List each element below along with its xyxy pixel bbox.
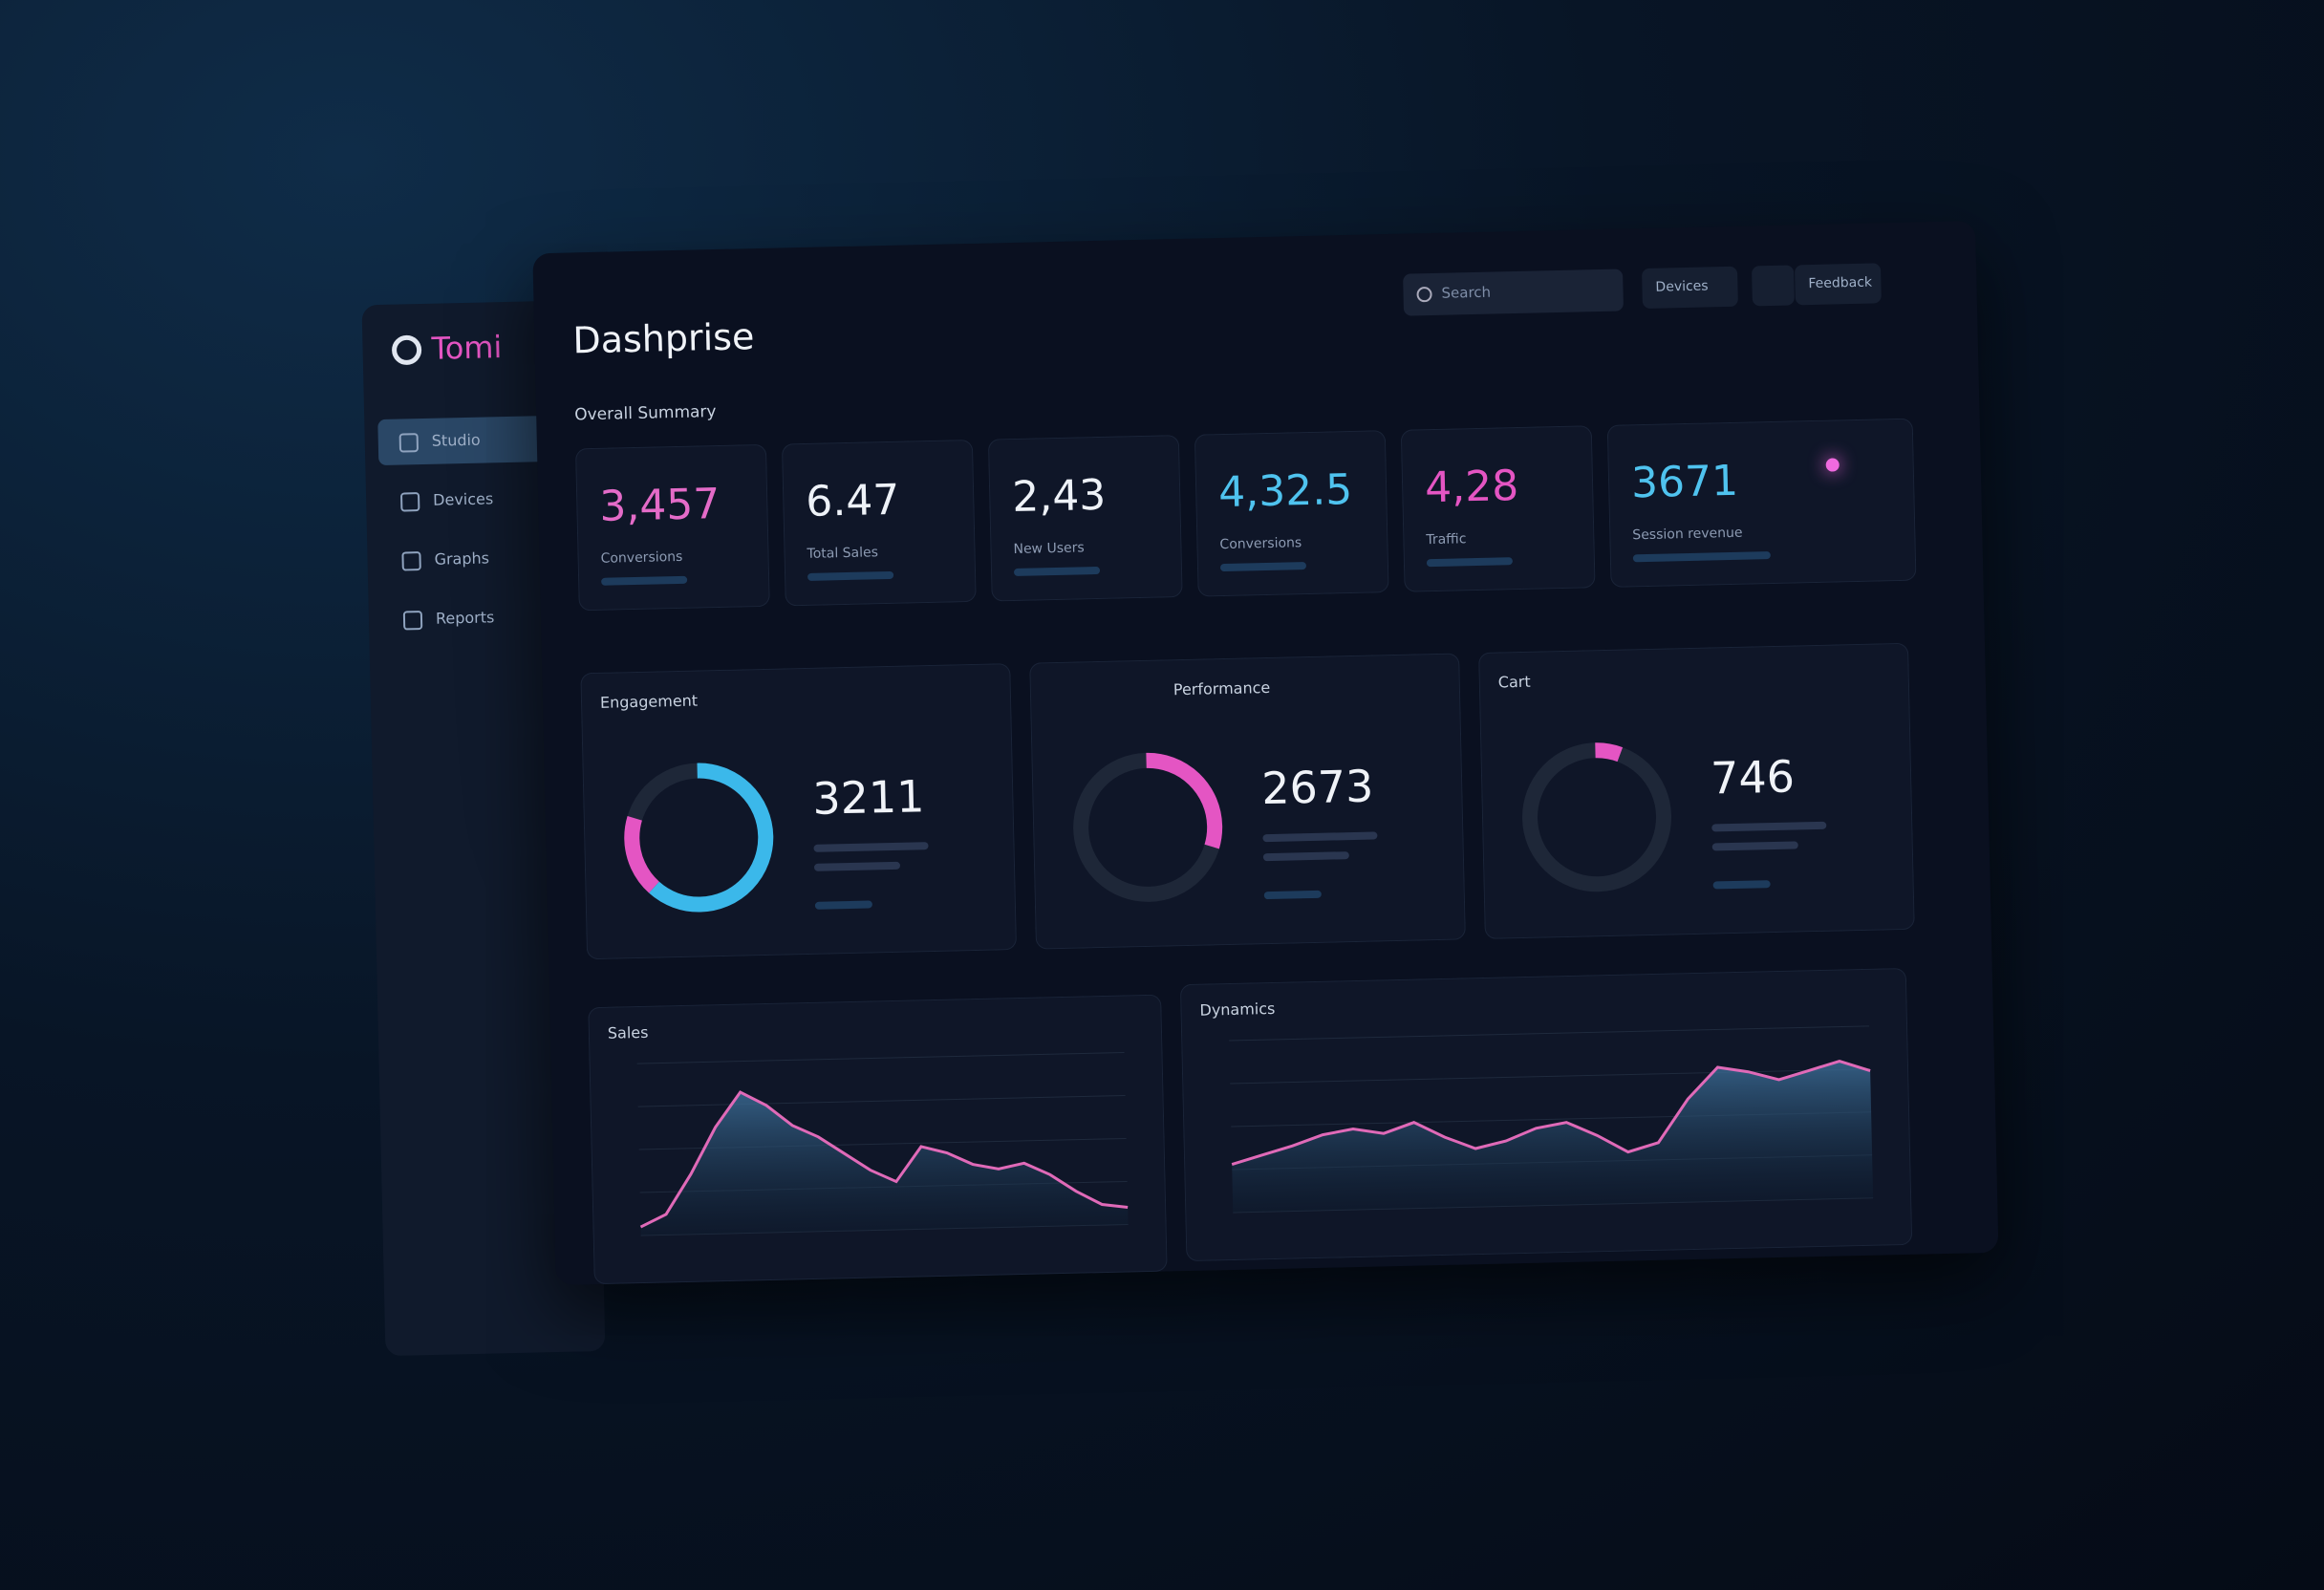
area <box>640 1092 1129 1236</box>
nav-item[interactable]: Studio <box>377 416 548 466</box>
kpi-value: 2,43 <box>1011 470 1107 523</box>
kpi-label: Total Sales <box>807 545 879 562</box>
grid-line <box>636 1052 1125 1064</box>
panel-caption <box>813 842 929 852</box>
panel-link <box>1263 890 1322 900</box>
dashboard: Tomi Studio Devices Graphs Reports Dashprise… <box>360 221 2009 1357</box>
page-title: Dashprise <box>571 315 755 362</box>
sidebar: Tomi Studio Devices Graphs Reports <box>361 300 606 1357</box>
gauge-segment <box>624 763 774 913</box>
panel-title: Cart <box>1497 672 1531 692</box>
kpi-caption <box>1013 566 1101 577</box>
chart <box>636 1052 1129 1236</box>
gauge <box>1073 752 1223 902</box>
panel-value: 746 <box>1710 750 1796 805</box>
kpi-card: 4,32.5 Conversions <box>1194 430 1389 597</box>
nav-item[interactable]: Reports <box>381 593 550 643</box>
toolbar-label: Feedback <box>1808 274 1873 292</box>
kpi-label: Conversions <box>600 548 683 567</box>
kpi-caption <box>1219 562 1307 572</box>
chart <box>1229 1025 1874 1214</box>
nav-icon <box>399 492 420 512</box>
kpi-label: Traffic <box>1426 531 1467 548</box>
grid-line <box>1229 1025 1870 1042</box>
panel-caption <box>1711 841 1798 851</box>
gauge <box>1522 742 1672 892</box>
kpi-card: 3671 Session revenue <box>1606 418 1917 588</box>
kpi-value: 6.47 <box>805 475 900 526</box>
gauge <box>624 763 774 913</box>
kpi-value: 3,457 <box>598 479 721 531</box>
chart-panel: Sales <box>588 994 1168 1285</box>
area <box>1232 1061 1874 1213</box>
search-placeholder: Search <box>1441 283 1492 302</box>
line <box>1231 1059 1871 1167</box>
nav-item[interactable]: Graphs <box>380 534 549 584</box>
gauge-track <box>1522 742 1672 892</box>
gauge-segment <box>624 763 774 913</box>
nav-label: Studio <box>431 430 481 450</box>
nav-item[interactable]: Devices <box>379 475 549 525</box>
toolbar-button[interactable]: Devices <box>1642 266 1738 310</box>
kpi-card: 2,43 New Users <box>987 435 1183 602</box>
brand: Tomi <box>431 329 503 367</box>
logo-icon <box>392 334 422 365</box>
panel-caption <box>1262 851 1349 862</box>
gauge-panel: Performance 2673 <box>1029 653 1466 950</box>
search-box[interactable]: Search <box>1403 269 1625 316</box>
kpi-caption <box>1426 557 1514 568</box>
kpi-caption <box>1632 551 1771 563</box>
panel-title: Engagement <box>599 691 699 712</box>
kpi-caption <box>601 575 688 586</box>
toolbar-icon-button[interactable] <box>1751 265 1795 307</box>
panel-value: 3211 <box>811 770 926 825</box>
nav-label: Reports <box>435 608 495 628</box>
line <box>639 1090 1129 1229</box>
main-panel: Dashprise Search Devices Feedback Overall Su… <box>532 221 1999 1286</box>
nav-label: Graphs <box>434 548 490 569</box>
logo-ring <box>392 334 422 365</box>
kpi-caption <box>807 570 894 581</box>
kpi-label: Conversions <box>1219 535 1302 553</box>
nav-icon <box>398 433 420 453</box>
section-title: Overall Summary <box>573 402 717 425</box>
grid-line <box>637 1095 1126 1107</box>
nav-icon <box>402 611 423 631</box>
nav-label: Devices <box>432 489 494 509</box>
panel-caption <box>1711 821 1827 832</box>
panel-caption <box>1262 831 1378 843</box>
gauge-panel: Engagement 3211 <box>580 663 1018 960</box>
toolbar-button[interactable]: Feedback <box>1794 263 1882 306</box>
kpi-value: 4,32.5 <box>1217 464 1353 518</box>
panel-link <box>814 900 872 910</box>
kpi-value: 3671 <box>1630 456 1739 508</box>
status-dot <box>1825 458 1840 472</box>
grid-line <box>1230 1068 1871 1085</box>
search-icon <box>1416 287 1432 303</box>
chart-panel: Dynamics <box>1179 967 1913 1262</box>
panel-title: Performance <box>1173 677 1271 699</box>
gauge-panel: Cart 746 <box>1478 642 1915 939</box>
kpi-card: 6.47 Total Sales <box>781 439 977 607</box>
panel-value: 2673 <box>1260 760 1374 815</box>
gauge-segment <box>1522 742 1672 892</box>
panel-link <box>1712 880 1771 890</box>
kpi-card: 4,28 Traffic <box>1400 425 1596 592</box>
kpi-label: New Users <box>1013 540 1085 558</box>
nav-icon <box>401 551 421 571</box>
panel-caption <box>813 861 901 871</box>
kpi-label: Session revenue <box>1632 525 1743 544</box>
kpi-value: 4,28 <box>1424 462 1519 513</box>
toolbar-label: Devices <box>1655 278 1709 295</box>
kpi-card: 3,457 Conversions <box>574 443 770 612</box>
